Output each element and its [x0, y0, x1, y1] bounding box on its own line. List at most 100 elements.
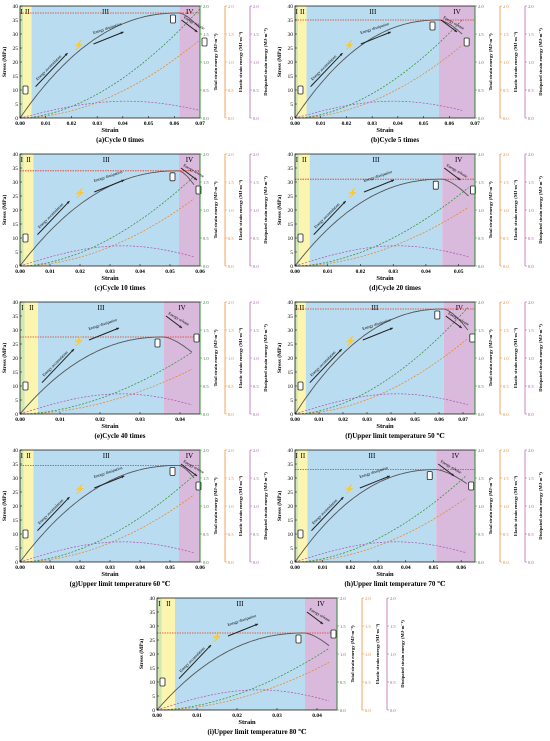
stage-region — [33, 450, 179, 562]
energy-dissipation-arrow — [359, 475, 391, 489]
energy-tick-label: 0.0 — [478, 560, 484, 565]
y-tick-label: 25 — [288, 46, 294, 52]
energy-tick-label: 0.5 — [478, 532, 484, 537]
x-tick-label: 0.04 — [386, 417, 396, 423]
energy-release-arrow-head — [194, 177, 197, 180]
energy-release-arrow-head — [194, 29, 198, 32]
x-tick-label: 0.01 — [45, 269, 55, 275]
x-tick-label: 0.01 — [318, 565, 328, 571]
energy-tick-label: 2.0 — [503, 152, 509, 157]
y-tick-label: 15 — [288, 222, 294, 228]
elastic-energy-axis-label: Elastic strain energy (MJ·m⁻³) — [238, 31, 243, 92]
energy-accumulation-arrow-head — [64, 53, 68, 56]
energy-tick-label: 2.0 — [253, 300, 259, 305]
y-axis-label: Stress (MPa) — [276, 343, 283, 373]
energy-tick-label: 0.0 — [203, 560, 209, 565]
energy-tick-label: 0.0 — [478, 116, 484, 121]
energy-tick-label: 1.5 — [528, 328, 534, 333]
chart-panel: I II III IV Energy accumulation Energy dissip… — [0, 444, 275, 593]
x-tick-label: 0.03 — [272, 713, 282, 719]
energy-dissipation-arrow-head — [116, 327, 119, 331]
energy-tick-label: 0.5 — [503, 88, 509, 93]
y-tick-label: 40 — [13, 300, 19, 306]
y-tick-label: 35 — [13, 314, 19, 320]
x-tick-label: 0.05 — [165, 565, 175, 571]
stage-region — [298, 154, 310, 266]
energy-tick-label: 1.0 — [478, 208, 484, 213]
x-tick-label: 0.01 — [45, 565, 55, 571]
y-tick-label: 35 — [288, 462, 294, 468]
x-tick-label: 0.04 — [118, 121, 128, 127]
y-tick-label: 20 — [13, 208, 19, 214]
elastic-energy-curve — [294, 338, 469, 415]
x-tick-label: 0.05 — [410, 417, 420, 423]
energy-tick-label: 0.5 — [528, 532, 534, 537]
x-tick-label: 0.06 — [195, 269, 205, 275]
stage-region — [307, 450, 437, 562]
x-tick-label: 0.03 — [367, 121, 377, 127]
y-tick-label: 30 — [13, 32, 19, 38]
y-tick-label: 10 — [13, 236, 19, 242]
dissipated-energy-axis-label: Dissipated strain energy (MJ·m⁻³) — [400, 620, 405, 688]
energy-tick-label: 1.5 — [528, 180, 534, 185]
energy-tick-label: 1.5 — [228, 32, 234, 37]
chart-panel: I II III IV Energy accumulation Energy dissip… — [0, 0, 275, 149]
stage-region — [306, 6, 439, 118]
energy-tick-label: 2.0 — [528, 300, 534, 305]
energy-tick-label: 2.0 — [203, 152, 209, 157]
specimen-icon — [330, 629, 337, 639]
elastic-energy-axis-label: Elastic strain energy (MJ·m⁻³) — [513, 475, 518, 536]
energy-dissipation-arrow-head — [387, 31, 391, 35]
energy-dissipation-arrow — [93, 31, 124, 45]
x-tick-label: 0.03 — [105, 565, 115, 571]
crack-icon: ⚡ — [73, 335, 84, 347]
energy-tick-label: 1.0 — [203, 60, 209, 65]
total-energy-curve — [19, 176, 195, 267]
energy-tick-label: 2.0 — [503, 448, 509, 453]
energy-tick-label: 0.0 — [228, 560, 234, 565]
y-tick-label: 20 — [288, 504, 294, 510]
stage-label: IV — [186, 156, 193, 164]
energy-tick-label: 2.0 — [478, 300, 484, 305]
chart-panel: I II III IV Energy accumulation Energy dissip… — [0, 296, 275, 445]
total-energy-curve — [294, 307, 469, 415]
x-tick-label: 0.04 — [312, 713, 322, 719]
energy-release-arrow-head — [451, 473, 455, 476]
stage-region — [175, 598, 305, 710]
y-tick-label: 5 — [15, 250, 18, 256]
energy-tick-label: 1.5 — [253, 180, 259, 185]
stage-region — [31, 6, 180, 118]
energy-tick-label: 1.0 — [228, 356, 234, 361]
energy-accumulation-arrow-head — [208, 645, 211, 648]
dissipated-energy-axis-label: Dissipated strain energy (MJ·m⁻³) — [538, 28, 543, 96]
energy-tick-label: 2.0 — [478, 4, 484, 9]
stage-region — [298, 450, 308, 562]
stage-label: II — [25, 8, 30, 16]
energy-tick-label: 1.5 — [203, 328, 209, 333]
energy-tick-label: 1.5 — [253, 32, 259, 37]
x-tick-label: 0.00 — [15, 269, 25, 275]
y-tick-label: 40 — [288, 152, 294, 158]
stage-region — [20, 302, 25, 414]
specimen-icon — [297, 529, 304, 539]
y-tick-label: 35 — [13, 166, 19, 172]
y-tick-label: 5 — [290, 102, 293, 108]
energy-tick-label: 2.0 — [228, 448, 234, 453]
x-axis-label: Strain — [101, 571, 119, 578]
x-axis-label: Strain — [376, 127, 394, 134]
x-tick-label: 0.07 — [195, 121, 205, 127]
x-tick-label: 0.03 — [92, 121, 102, 127]
y-axis-label: Stress (MPa) — [1, 195, 8, 225]
energy-tick-label: 2.0 — [390, 596, 396, 601]
y-tick-label: 10 — [13, 384, 19, 390]
y-tick-label: 25 — [13, 342, 19, 348]
energy-tick-label: 1.5 — [503, 180, 509, 185]
energy-tick-label: 0.0 — [478, 412, 484, 417]
energy-tick-label: 0.5 — [503, 236, 509, 241]
energy-tick-label: 1.5 — [528, 32, 534, 37]
crack-icon: ⚡ — [74, 483, 85, 495]
elastic-energy-axis-label: Elastic strain energy (MJ·m⁻³) — [513, 327, 518, 388]
stage-region — [179, 154, 200, 266]
energy-accumulation-arrow — [178, 644, 212, 679]
